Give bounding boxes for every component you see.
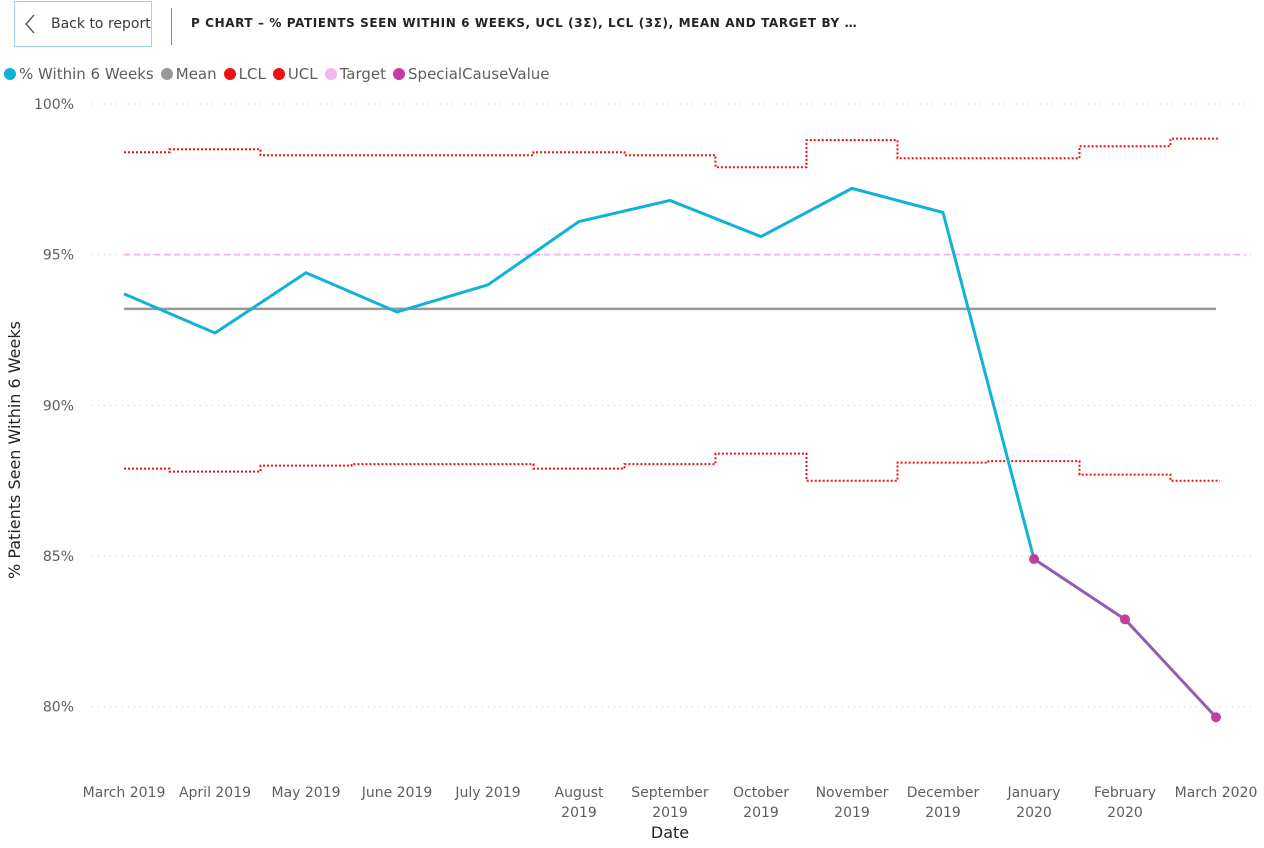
x-tick-label: September	[631, 785, 709, 801]
series-layer	[123, 137, 1246, 723]
legend-item[interactable]: UCL	[272, 65, 318, 83]
x-tick-label: May 2019	[271, 785, 340, 801]
x-tick-label: 2019	[743, 805, 779, 821]
page-title: P CHART – % PATIENTS SEEN WITHIN 6 WEEKS…	[191, 16, 858, 30]
legend-item[interactable]: SpecialCauseValue	[393, 65, 549, 83]
legend-item[interactable]: LCL	[223, 65, 266, 83]
x-tick-label: 2020	[1016, 805, 1052, 821]
y-axis-title: % Patients Seen Within 6 Weeks	[5, 321, 24, 579]
legend-item[interactable]: % Within 6 Weeks	[4, 65, 154, 83]
legend-item[interactable]: Mean	[160, 65, 217, 83]
legend-marker-icon	[393, 68, 406, 80]
ucl-line	[124, 137, 1220, 169]
y-tick-label: 95%	[43, 248, 74, 264]
legend-marker-icon	[272, 68, 285, 80]
special-cause-point	[1211, 712, 1221, 723]
x-tick-label: April 2019	[179, 785, 251, 801]
x-tick-label: 2019	[561, 805, 597, 821]
y-tick-label: 85%	[43, 549, 74, 565]
x-tick-label: 2019	[652, 805, 688, 821]
legend-marker-icon	[4, 68, 16, 80]
x-tick-label: December	[907, 785, 980, 801]
x-tick-label: 2019	[834, 805, 870, 821]
legend-label: Mean	[175, 65, 217, 83]
x-tick-label: June 2019	[361, 785, 433, 801]
legend-label: UCL	[287, 65, 318, 83]
x-axis-title: Date	[651, 823, 689, 842]
x-axis-ticks: March 2019 April 2019 May 2019 June 2019 Jul…	[83, 785, 1258, 821]
y-tick-label: 90%	[43, 398, 74, 414]
legend-marker-icon	[160, 68, 173, 80]
legend-label: Target	[339, 65, 387, 83]
back-button-label: Back to report	[51, 16, 151, 32]
legend-item[interactable]: Target	[324, 65, 387, 83]
x-tick-label: 2019	[925, 805, 961, 821]
legend-label: SpecialCauseValue	[408, 65, 550, 83]
x-tick-label: March 2019	[83, 785, 166, 801]
within-6-weeks-line	[123, 186, 1036, 560]
x-tick-label: August	[555, 785, 605, 801]
legend-marker-icon	[223, 68, 236, 80]
x-tick-label: 2020	[1107, 805, 1143, 821]
x-tick-label: November	[816, 785, 889, 801]
chevron-left-icon	[24, 14, 35, 34]
title-divider	[171, 8, 172, 45]
y-tick-label: 100%	[34, 97, 74, 113]
grid-layer	[92, 103, 1252, 708]
back-to-report-button[interactable]: Back to report	[14, 1, 152, 47]
legend-label: LCL	[238, 65, 266, 83]
y-tick-label: 80%	[43, 700, 74, 716]
y-axis-ticks: 80% 85% 90% 95% 100%	[34, 97, 74, 716]
x-tick-label: January	[1006, 785, 1060, 801]
lcl-line	[124, 452, 1220, 482]
x-tick-label: March 2020	[1175, 785, 1258, 801]
x-tick-label: July 2019	[454, 785, 520, 801]
legend-marker-icon	[324, 68, 337, 80]
chart-legend: % Within 6 Weeks Mean LCL UCL Target SpecialC…	[4, 65, 556, 83]
special-cause-point	[1120, 614, 1130, 625]
special-cause-line	[1033, 557, 1218, 719]
legend-label: % Within 6 Weeks	[19, 65, 154, 83]
x-tick-label: February	[1094, 785, 1156, 801]
special-cause-point	[1029, 554, 1039, 565]
x-tick-label: October	[733, 785, 789, 801]
